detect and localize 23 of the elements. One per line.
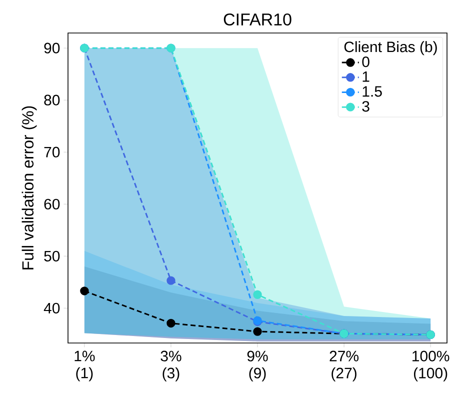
point [253, 290, 262, 299]
x-tick-label: 27% (27) [330, 350, 358, 382]
x-tick-label: 1% (1) [74, 350, 95, 382]
point [166, 318, 176, 328]
x-tick-label: 3% (3) [160, 350, 182, 382]
legend-label: 3 [362, 101, 370, 112]
x-tick-label: 9% (9) [247, 350, 268, 382]
chart-title: CIFAR10 [224, 13, 292, 26]
x-tick-label: 100% (100) [412, 350, 450, 382]
y-tick-label: 90 [44, 42, 60, 54]
y-tick-label: 70 [44, 146, 60, 158]
y-tick-label: 40 [44, 302, 60, 314]
point [166, 276, 176, 285]
point [80, 286, 89, 296]
legend-label: 0 [362, 56, 370, 68]
legend-label: 1.5 [362, 86, 382, 97]
y-axis-title: Full validation error (%) [22, 106, 37, 270]
y-tick-label: 60 [44, 198, 60, 210]
legend-label: 1 [362, 71, 370, 82]
y-tick-label: 50 [44, 250, 60, 262]
legend-title: Client Bias (b) [344, 41, 437, 56]
point [253, 327, 262, 336]
y-tick-label: 80 [44, 94, 60, 106]
